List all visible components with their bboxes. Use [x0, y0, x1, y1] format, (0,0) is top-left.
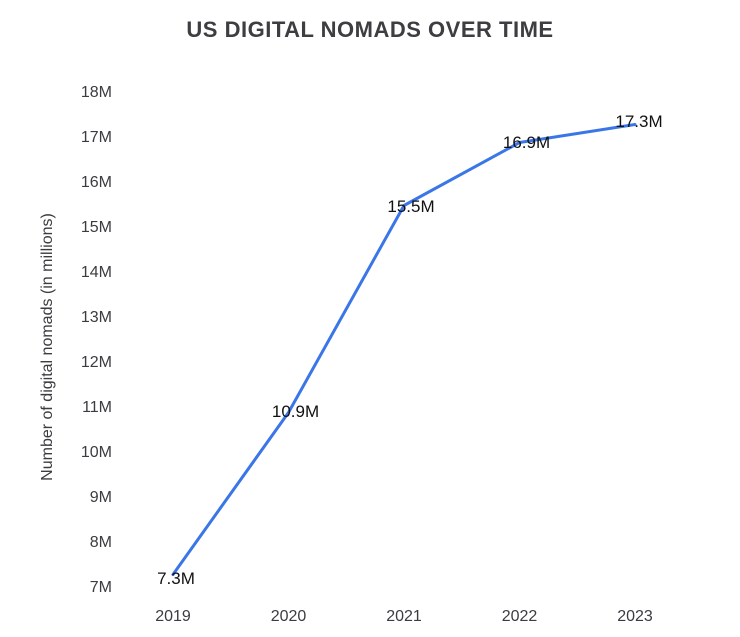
y-tick-label: 14M: [80, 264, 112, 281]
line-series: [171, 123, 637, 576]
y-tick-label: 10M: [80, 444, 112, 461]
data-point-label: 7.3M: [157, 568, 195, 588]
y-tick-label: 17M: [80, 129, 112, 146]
data-point-label: 10.9M: [271, 401, 320, 421]
y-tick-label: 11M: [82, 399, 112, 416]
data-point-label: 16.9M: [502, 132, 551, 152]
y-tick-label: 15M: [80, 219, 112, 236]
x-tick-label: 2022: [501, 608, 538, 625]
y-tick-label: 18M: [80, 84, 112, 101]
x-tick-label: 2021: [386, 608, 422, 625]
data-point-label: 17.3M: [615, 111, 663, 131]
y-tick-label: 8M: [89, 534, 112, 551]
data-point-label: 15.5M: [387, 196, 435, 216]
x-tick-label: 2020: [270, 608, 307, 625]
y-tick-label: 12M: [80, 354, 112, 371]
y-tick-label: 16M: [80, 174, 112, 191]
chart-title: US DIGITAL NOMADS OVER TIME: [186, 17, 554, 42]
x-tick-label: 2019: [155, 608, 191, 625]
y-tick-label: 9M: [89, 489, 112, 506]
y-tick-label: 7M: [89, 579, 112, 596]
y-tick-label: 13M: [80, 309, 112, 326]
x-tick-label: 2023: [617, 608, 653, 625]
